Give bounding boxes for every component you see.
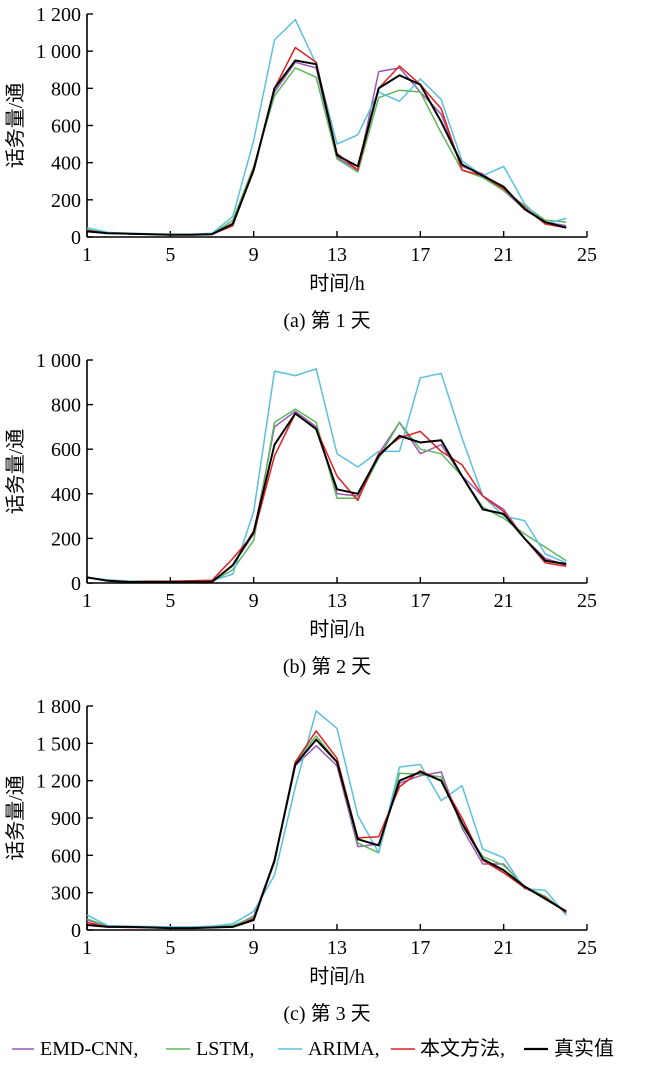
series-line-EMD-CNN (86, 745, 567, 929)
x-tick-label: 17 (410, 590, 430, 612)
y-tick-label: 0 (71, 920, 81, 942)
legend-label: 本文方法, (420, 1037, 505, 1060)
y-tick-label: 300 (51, 883, 81, 905)
y-tick-label: 600 (51, 116, 81, 138)
y-tick-label: 200 (51, 528, 81, 550)
chart-panel-b: 0 200 400 600 800 1 000 1 5 9 13 17 21 25 时间/h 话务量/通 (b… (4, 350, 597, 678)
x-tick-label: 9 (249, 937, 259, 959)
x-tick-label: 5 (165, 937, 175, 959)
series-line-ARIMA (86, 368, 567, 582)
legend: EMD-CNN, LSTM, ARIMA, 本文方法, 真实值 (12, 1037, 614, 1060)
y-axis-title: 话务量/通 (4, 83, 27, 169)
y-tick-label: 1 500 (36, 733, 81, 755)
x-tick-label: 21 (494, 937, 514, 959)
x-axis-title: 时间/h (309, 965, 365, 988)
y-tick-label: 800 (51, 78, 81, 100)
y-tick-label: 0 (71, 227, 81, 249)
x-tick-label: 21 (494, 244, 514, 266)
y-tick-label: 400 (51, 153, 81, 175)
y-tick-label: 200 (51, 190, 81, 212)
series-line-真实值 (86, 59, 567, 236)
chart-panel-a: 0 200 400 600 800 1 000 1 200 1 5 9 13 17 21 25 时间/h 话务… (4, 4, 597, 332)
x-tick-label: 13 (327, 590, 347, 612)
x-tick-label: 5 (165, 244, 175, 266)
x-axis-title: 时间/h (309, 272, 365, 295)
panel-caption: (c) 第 3 天 (283, 1002, 370, 1025)
x-tick-label: 25 (577, 244, 597, 266)
y-tick-label: 1 000 (36, 350, 81, 372)
series-line-EMD-CNN (86, 61, 567, 236)
y-axis-title: 话务量/通 (4, 429, 27, 515)
series-line-ARIMA (86, 18, 567, 235)
series-line-ARIMA (86, 710, 567, 928)
series-line-真实值 (86, 738, 567, 930)
y-tick-label: 900 (51, 808, 81, 830)
series-line-EMD-CNN (86, 410, 567, 583)
x-tick-label: 1 (82, 937, 92, 959)
series-line-LSTM (86, 67, 567, 236)
x-tick-label: 5 (165, 590, 175, 612)
x-tick-label: 17 (410, 244, 430, 266)
legend-label: EMD-CNN, (40, 1038, 138, 1060)
y-tick-label: 1 200 (36, 4, 81, 26)
legend-label: LSTM, (196, 1038, 254, 1060)
x-tick-label: 9 (249, 244, 259, 266)
legend-label: 真实值 (554, 1037, 614, 1060)
y-tick-label: 1 200 (36, 771, 81, 793)
y-tick-label: 600 (51, 845, 81, 867)
y-tick-label: 1 000 (36, 41, 81, 63)
legend-label: ARIMA, (308, 1038, 380, 1060)
y-tick-label: 400 (51, 484, 81, 506)
y-axis-title: 话务量/通 (4, 775, 27, 861)
x-axis-title: 时间/h (309, 618, 365, 641)
series-line-LSTM (86, 735, 567, 929)
series-line-LSTM (86, 408, 567, 583)
x-tick-label: 9 (249, 590, 259, 612)
series-line-本文方法 (86, 412, 567, 583)
y-tick-label: 0 (71, 573, 81, 595)
x-tick-label: 17 (410, 937, 430, 959)
chart-panel-c: 0 300 600 900 1 200 1 500 1 800 1 5 9 13 17 21 25 时间/h… (4, 696, 597, 1025)
x-tick-label: 13 (327, 937, 347, 959)
series-line-本文方法 (86, 730, 567, 929)
panel-caption: (b) 第 2 天 (283, 655, 371, 678)
y-tick-label: 600 (51, 439, 81, 461)
panel-caption: (a) 第 1 天 (283, 309, 370, 332)
series-line-本文方法 (86, 46, 567, 236)
x-tick-label: 25 (577, 590, 597, 612)
y-tick-label: 1 800 (36, 696, 81, 718)
x-tick-label: 21 (494, 590, 514, 612)
y-tick-label: 800 (51, 395, 81, 417)
x-tick-label: 1 (82, 244, 92, 266)
x-tick-label: 13 (327, 244, 347, 266)
x-tick-label: 1 (82, 590, 92, 612)
series-line-真实值 (86, 412, 567, 583)
x-tick-label: 25 (577, 937, 597, 959)
